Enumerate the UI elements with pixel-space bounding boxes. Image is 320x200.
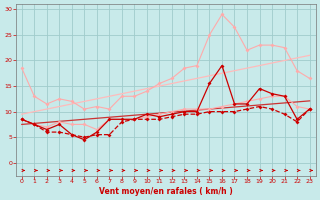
X-axis label: Vent moyen/en rafales ( km/h ): Vent moyen/en rafales ( km/h ) <box>99 187 233 196</box>
